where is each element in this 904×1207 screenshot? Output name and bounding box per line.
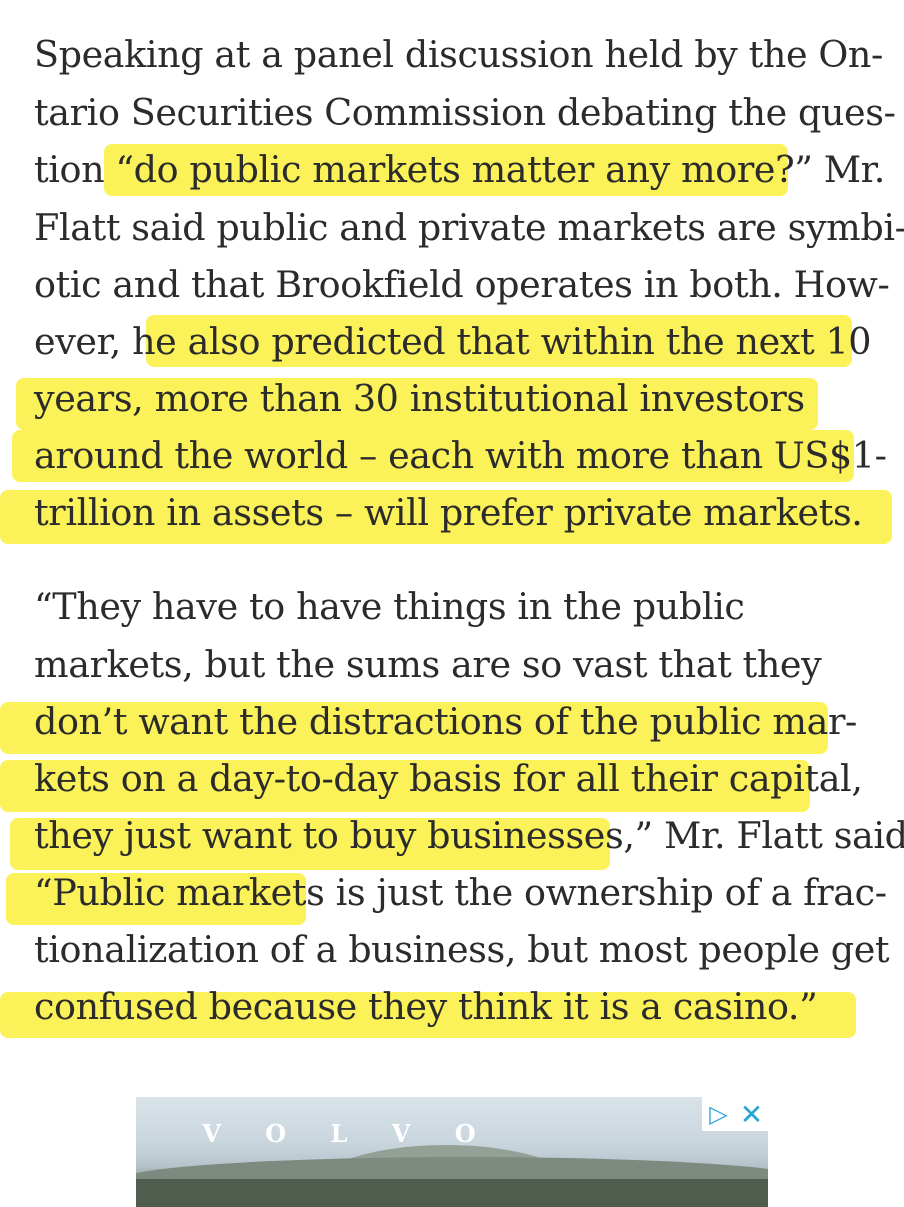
highlight	[0, 992, 856, 1038]
article-line: confused because they think it is a casi…	[34, 985, 818, 1028]
article-line: “They have to have things in the public	[34, 585, 745, 628]
article-line: “Public markets is just the ownership of…	[34, 871, 887, 914]
highlight	[0, 490, 892, 544]
highlight	[0, 760, 810, 812]
article-line: years, more than 30 institutional invest…	[34, 377, 805, 420]
volvo-ad-banner[interactable]: V O L V O ▷ ✕	[136, 1097, 768, 1207]
article-line: markets, but the sums are so vast that t…	[34, 643, 822, 686]
article-line: kets on a day-to-day basis for all their…	[34, 757, 863, 800]
article-line: otic and that Brookfield operates in bot…	[34, 263, 890, 306]
highlight	[146, 315, 852, 367]
ad-brand-logo: V O L V O	[202, 1119, 494, 1148]
highlight	[12, 430, 854, 482]
article-line: Flatt said public and private markets ar…	[34, 206, 904, 249]
article-line: Speaking at a panel discussion held by t…	[34, 33, 883, 76]
article-line: tario Securities Commission debating the…	[34, 91, 896, 134]
close-icon[interactable]: ✕	[739, 1097, 764, 1131]
highlight	[10, 818, 610, 870]
ad-treeline	[136, 1179, 768, 1207]
article-line: around the world – each with more than U…	[34, 434, 887, 477]
highlight	[16, 378, 818, 430]
article-line: tionalization of a business, but most pe…	[34, 928, 890, 971]
adchoices-badge[interactable]: ▷ ✕	[702, 1097, 768, 1131]
highlight	[6, 873, 306, 925]
adchoices-icon[interactable]: ▷	[709, 1100, 728, 1128]
article-line: trillion in assets – will prefer private…	[34, 491, 863, 534]
article-line: ever, he also predicted that within the …	[34, 320, 872, 363]
article-line: tion “do public markets matter any more?…	[34, 148, 885, 191]
article-line: they just want to buy businesses,” Mr. F…	[34, 814, 904, 857]
highlight	[0, 702, 828, 754]
highlight	[104, 144, 788, 196]
article-line: don’t want the distractions of the publi…	[34, 700, 857, 743]
